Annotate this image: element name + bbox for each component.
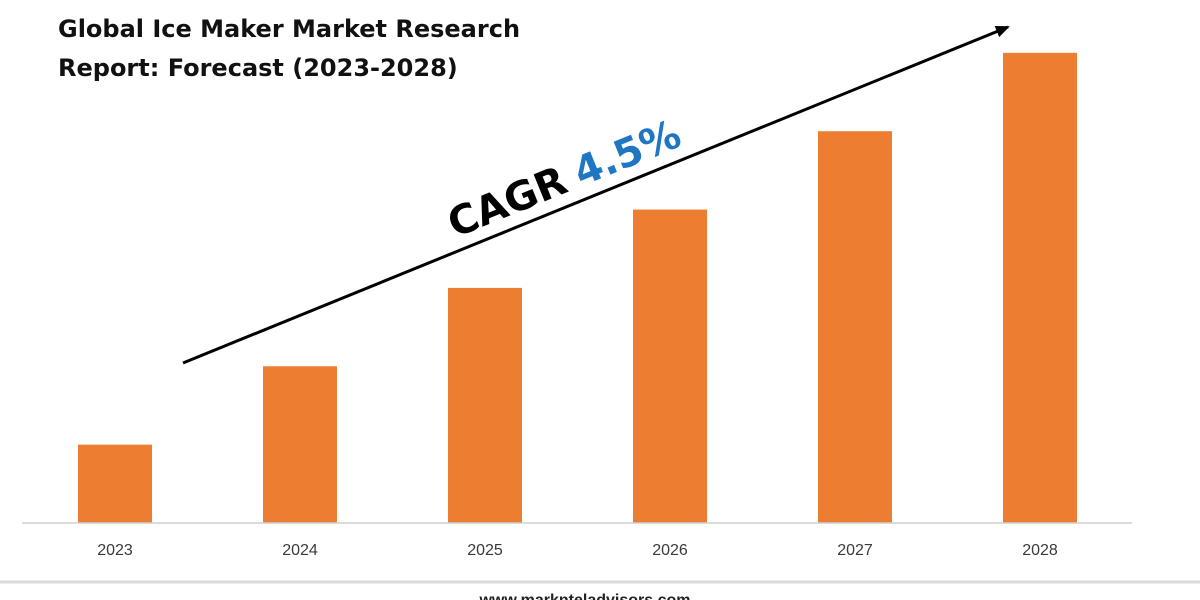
bar-2025: [448, 287, 522, 523]
bar-2023: [78, 444, 152, 523]
x-tick-label-2028: 2028: [1022, 542, 1058, 559]
cagr-trend-arrow: [182, 25, 1010, 365]
bar-2028: [1003, 52, 1077, 524]
x-tick-label-2024: 2024: [282, 542, 318, 559]
bars: [78, 52, 1077, 524]
bar-2027: [818, 131, 892, 523]
chart-title-line-1: Global Ice Maker Market Research: [58, 15, 520, 43]
x-tick-label-2026: 2026: [652, 542, 688, 559]
chart-title-line-2: Report: Forecast (2023-2028): [58, 54, 458, 82]
footer-url[interactable]: www.marknteladvisors.com: [478, 592, 690, 600]
x-tick-label-2027: 2027: [837, 542, 873, 559]
bar-2024: [263, 366, 337, 523]
x-tick-label-2025: 2025: [467, 542, 503, 559]
cagr-label: CAGR: [441, 158, 573, 247]
x-tick-labels: 2023 2024 2025 2026 2027 2028: [97, 542, 1058, 559]
x-tick-label-2023: 2023: [97, 542, 133, 559]
bar-2026: [633, 209, 707, 523]
